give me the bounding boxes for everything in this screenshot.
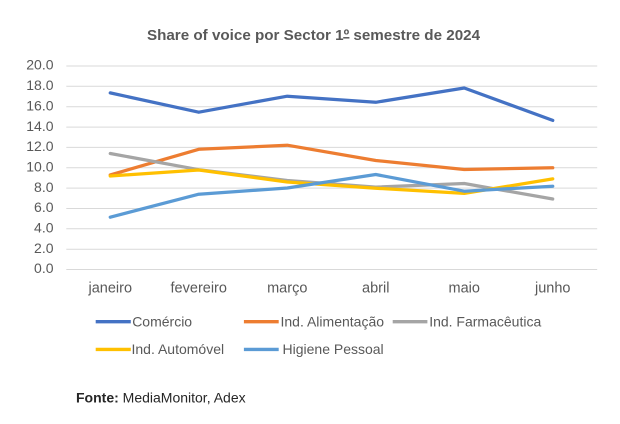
svg-text:20.0: 20.0 xyxy=(26,57,53,73)
svg-text:fevereiro: fevereiro xyxy=(171,281,227,297)
svg-text:18.0: 18.0 xyxy=(26,77,53,93)
svg-text:14.0: 14.0 xyxy=(26,118,53,134)
svg-text:Share of voice por Sector 1º s: Share of voice por Sector 1º semestre de… xyxy=(147,27,481,44)
svg-text:10.0: 10.0 xyxy=(26,159,53,175)
svg-text:Higiene Pessoal: Higiene Pessoal xyxy=(283,341,384,357)
svg-text:Ind. Farmacêutica: Ind. Farmacêutica xyxy=(429,314,541,330)
svg-text:4.0: 4.0 xyxy=(34,220,54,236)
svg-text:Fonte: MediaMonitor, Adex: Fonte: MediaMonitor, Adex xyxy=(76,390,246,406)
svg-text:16.0: 16.0 xyxy=(26,97,53,113)
svg-text:março: março xyxy=(267,281,307,297)
svg-text:0.0: 0.0 xyxy=(34,260,54,276)
svg-text:6.0: 6.0 xyxy=(34,199,54,215)
svg-text:8.0: 8.0 xyxy=(34,179,54,195)
svg-text:abril: abril xyxy=(362,281,389,297)
svg-text:2.0: 2.0 xyxy=(34,240,54,256)
svg-text:junho: junho xyxy=(534,281,570,297)
svg-text:maio: maio xyxy=(449,281,480,297)
svg-text:Ind. Alimentação: Ind. Alimentação xyxy=(281,314,385,330)
svg-text:12.0: 12.0 xyxy=(26,138,53,154)
svg-text:Comércio: Comércio xyxy=(132,314,192,330)
svg-text:Ind. Automóvel: Ind. Automóvel xyxy=(132,341,225,357)
svg-text:janeiro: janeiro xyxy=(87,281,132,297)
